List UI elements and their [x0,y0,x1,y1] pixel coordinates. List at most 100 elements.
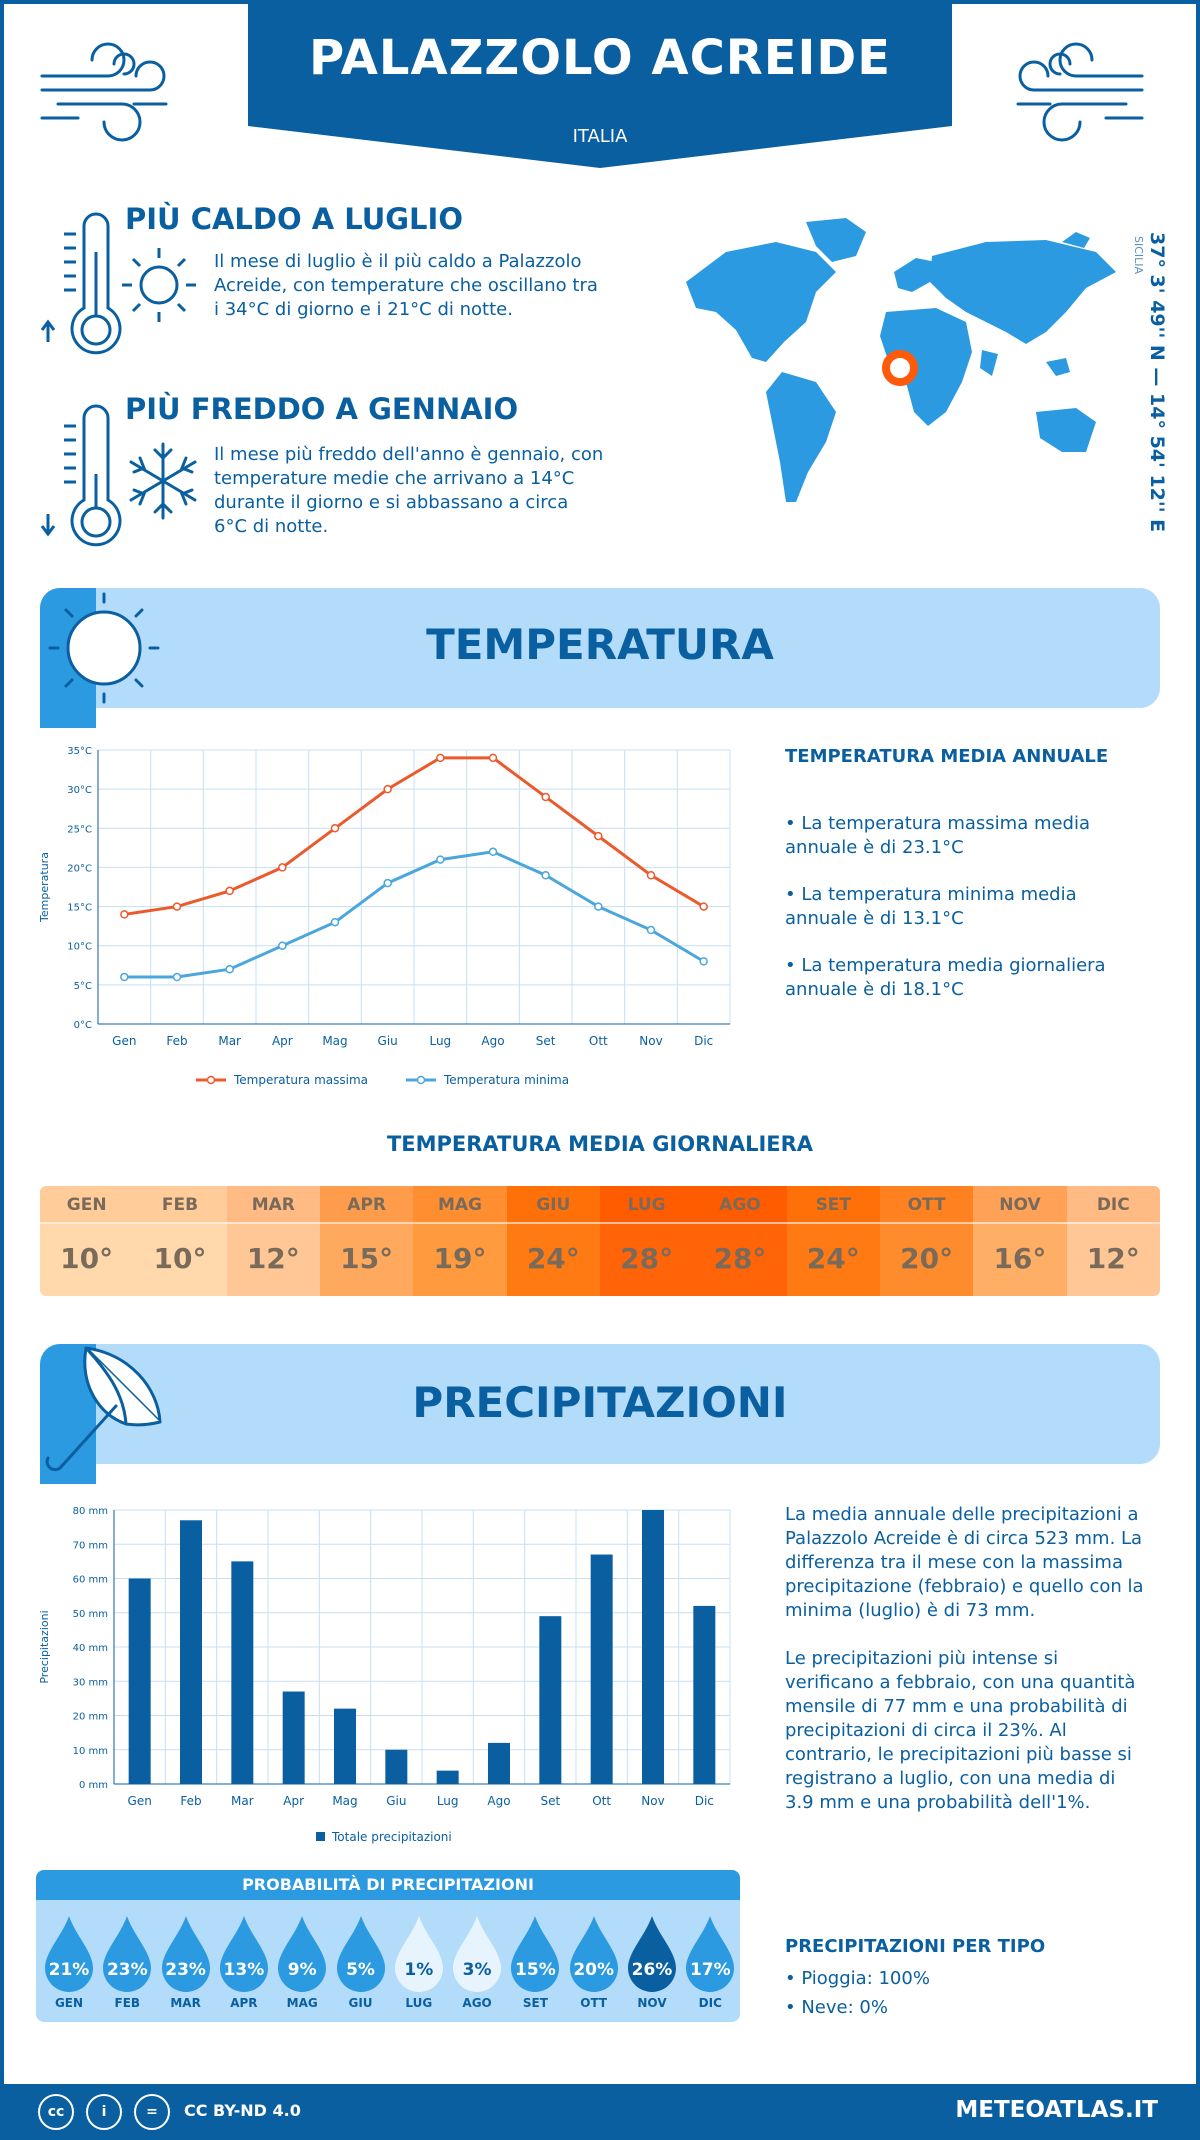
raindrop-shape [628,1916,676,1992]
x-tick-label: Giu [386,1794,406,1808]
x-tick-label: Mar [231,1794,254,1808]
y-tick-label: 20 mm [73,1712,108,1723]
bar [488,1742,510,1784]
probability-month: LUG [405,1996,433,2010]
probability-month: FEB [114,1996,141,2010]
series-line [124,756,705,916]
raindrop-shape [569,1916,618,1992]
sun-icon [40,588,160,728]
y-tick-label: 20°C [67,863,92,874]
probability-month: OTT [580,1996,608,2010]
legend-label: Temperatura minima [443,1073,569,1087]
probability-month: AGO [462,1996,492,2010]
bar [436,1770,459,1784]
y-axis-label: Precipitazioni [38,1610,51,1683]
daily-month-label: MAG [413,1186,507,1224]
site-link[interactable]: METEOATLAS.IT [955,2097,1158,2123]
probability-month: MAG [286,1996,318,2010]
probability-value: 1% [404,1960,434,1980]
wind-icon [1016,42,1144,142]
daily-temp-value: 20° [900,1242,954,1275]
probability-drop: 23% FEB [98,1914,156,2014]
x-tick-label: Feb [166,1034,187,1048]
probability-drop: 17% DIC [681,1914,739,2014]
probability-month: MAR [170,1996,201,2010]
x-tick-label: Apr [272,1034,293,1048]
y-tick-label: 0°C [74,1020,92,1031]
data-point [120,972,129,982]
daily-temp-table: GEN 10° FEB 10° MAR 12° APR 15° MAG 19° GIU 24° LUG 2… [40,1186,1160,1296]
bar [590,1554,613,1784]
raindrop-icon [628,1916,676,1992]
world-map [686,218,1116,502]
no-derivatives-icon: = [134,2094,170,2130]
probability-value: 21% [48,1960,90,1980]
y-tick-label: 70 mm [73,1540,108,1551]
raindrop-icon [569,1916,618,1992]
daily-month-label: LUG [599,1186,694,1224]
data-point [594,902,603,911]
attribution-icon: i [86,2094,122,2130]
daily-temp-value: 15° [340,1242,394,1275]
hot-text: Il mese di luglio è il più caldo a Palaz… [214,251,598,320]
raindrop-icon [511,1916,560,1992]
daily-month-label: NOV [973,1186,1067,1224]
probability-value: 13% [223,1960,265,1980]
daily-month-label: SET [786,1186,880,1224]
x-tick-label: Set [540,1794,560,1808]
data-point [278,941,287,950]
bar [231,1561,254,1784]
daily-month-label: OTT [879,1186,974,1224]
x-tick-label: Set [536,1034,556,1048]
daily-temp-value: 16° [993,1242,1047,1275]
raindrop-icon [219,1916,268,1992]
legend-swatch-point [416,1075,426,1085]
data-point [594,831,603,841]
series-line [124,850,705,979]
probability-value: 3% [462,1960,492,1980]
x-tick-label: Ago [487,1794,510,1808]
probability-drop: 9% MAG [273,1914,331,2014]
wind-icon [40,42,168,142]
y-tick-label: 0 mm [79,1780,108,1791]
data-point [330,824,340,833]
bar [180,1520,202,1784]
data-point [330,917,340,927]
daily-temp-value: 28° [713,1242,767,1275]
y-tick-label: 30 mm [73,1677,108,1688]
bar [282,1691,305,1784]
raindrop-shape [161,1916,210,1992]
raindrop-shape [394,1916,443,1992]
probability-month: SET [522,1996,548,2010]
data-point [646,925,656,935]
probability-month: NOV [637,1996,667,2010]
precip-text-2: Le precipitazioni più intense si verific… [785,1648,1136,1813]
header-banner [248,0,952,170]
bar [128,1578,151,1784]
x-tick-label: Gen [112,1034,136,1048]
probability-month: DIC [698,1996,722,2010]
hot-title: PIÙ CALDO A LUGLIO [125,202,463,236]
probability-drop: 5% GIU [332,1914,390,2014]
daily-temp-cell: LUG 28° [599,1186,694,1296]
annual-max: • La temperatura massima media annuale è… [785,813,1091,858]
data-point [383,784,392,794]
data-point [278,863,287,872]
coordinates: 37° 3' 49'' N — 14° 54' 12'' E [1146,232,1168,533]
probability-value: 17% [689,1960,731,1980]
y-tick-label: 30°C [67,785,92,796]
raindrop-icon [453,1916,502,1992]
data-point [172,972,182,982]
precip-title: PRECIPITAZIONI [412,1378,788,1427]
temperature-title: TEMPERATURA [426,620,774,669]
x-tick-label: Giu [378,1034,398,1048]
data-point [541,871,550,880]
raindrop-shape [686,1916,735,1992]
legend-label: Temperatura massima [233,1073,368,1087]
x-tick-label: Lug [429,1034,451,1048]
probability-title: PROBABILITÀ DI PRECIPITAZIONI [36,1870,740,1900]
daily-temp-value: 12° [1086,1242,1140,1275]
daily-temp-value: 24° [526,1242,580,1275]
precip-type-title: PRECIPITAZIONI PER TIPO [785,1936,1046,1957]
daily-month-label: GIU [506,1186,600,1224]
